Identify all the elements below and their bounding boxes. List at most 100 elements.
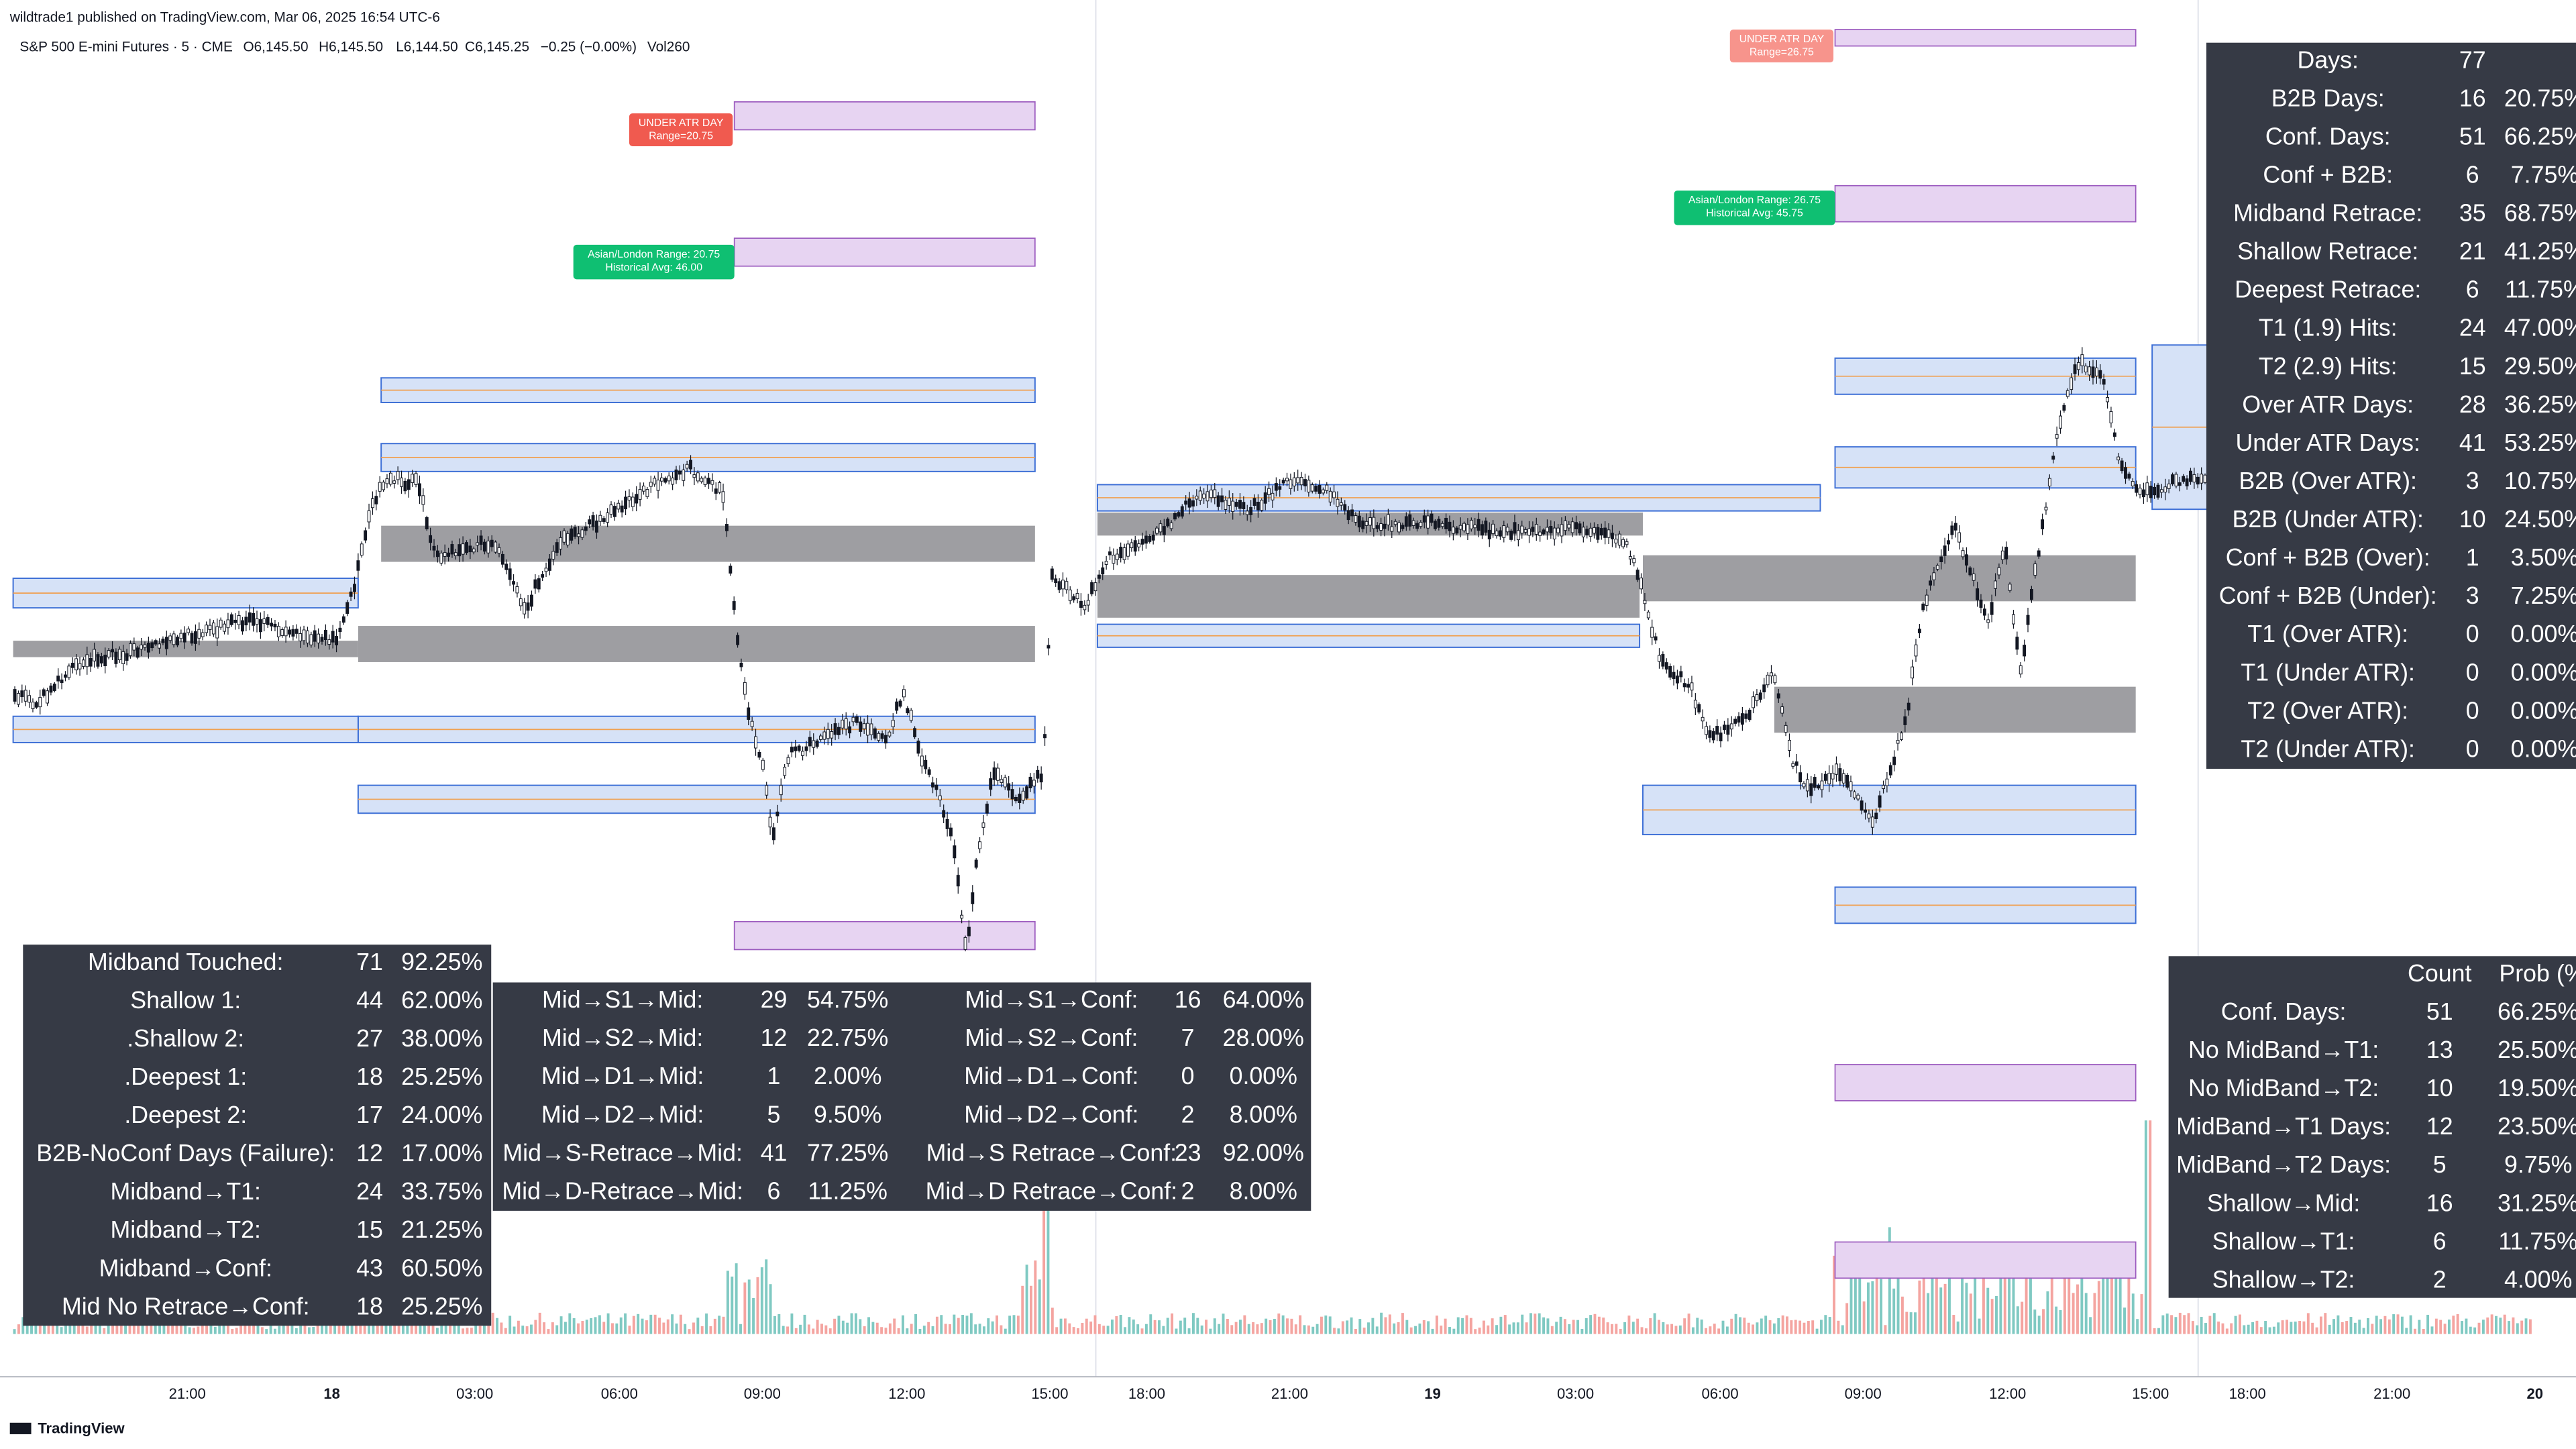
table-cell: 28 [2459, 391, 2486, 418]
table-cell: Under ATR Days: [2235, 429, 2420, 456]
volume-bar [1696, 1318, 1699, 1334]
volume-bar [1132, 1320, 1135, 1334]
annotation-text: Historical Avg: 45.75 [1706, 208, 1803, 219]
volume-bar [935, 1316, 938, 1334]
volume-bar [1461, 1318, 1464, 1334]
table-cell: 68.75% [2504, 200, 2576, 227]
candle-body [1968, 567, 1972, 576]
volume-bar [1503, 1315, 1507, 1334]
candle-body [1766, 674, 1770, 686]
volume-bar [2259, 1327, 2263, 1334]
candle-body [1523, 529, 1527, 533]
candle-body [627, 496, 631, 500]
volume-bar [1004, 1328, 1007, 1334]
table-cell: 24.00% [401, 1102, 482, 1128]
volume-bar [1961, 1268, 1964, 1334]
candle-body [588, 519, 592, 525]
candle-body [70, 662, 74, 668]
candle-body [1281, 480, 1285, 484]
candle-body [146, 643, 150, 653]
volume-bar [1658, 1320, 1660, 1334]
candle-body [1437, 519, 1441, 528]
volume-bar [2157, 1328, 2160, 1334]
candle-body [1469, 519, 1473, 529]
volume-bar [2136, 1319, 2139, 1334]
volume-bar [1858, 1276, 1862, 1334]
volume-bar [25, 1324, 29, 1334]
candle-body [1411, 520, 1415, 526]
volume-bar [2131, 1293, 2135, 1334]
volume-bar [897, 1328, 900, 1334]
candle-body [483, 541, 486, 552]
candle-body [168, 635, 172, 641]
candle-body [537, 578, 541, 590]
volume-bar [2084, 1293, 2088, 1334]
candle-body [873, 728, 877, 739]
candle-body [1682, 683, 1686, 688]
candle-body [1520, 525, 1524, 534]
volume-bar [1196, 1318, 1199, 1334]
volume-bar [1529, 1313, 1532, 1334]
candle-body [2055, 434, 2059, 439]
table-cell: 0.00% [2511, 697, 2576, 724]
volume-bar [260, 1327, 264, 1334]
volume-bar [1568, 1324, 1571, 1334]
candle-body [775, 811, 780, 816]
table-cell: Conf + B2B: [2263, 161, 2393, 188]
volume-bar [2003, 1260, 2006, 1334]
volume-bar [1265, 1318, 1268, 1334]
candle-body [341, 616, 345, 623]
candle-body [2102, 379, 2106, 385]
candle-body [1357, 515, 1361, 528]
volume-bar [2243, 1325, 2246, 1334]
volume-bar [2118, 1256, 2122, 1334]
target-box [733, 237, 1036, 267]
candle-body [1953, 523, 1957, 531]
candle-body [453, 552, 458, 556]
annotation-text: UNDER ATR DAY [639, 117, 724, 129]
volume-bar [2490, 1314, 2493, 1334]
candle-body [765, 785, 769, 796]
candle-body [1169, 522, 1173, 529]
volume-bar [1884, 1325, 1887, 1334]
volume-bar [2042, 1309, 2045, 1334]
candle-body [1036, 769, 1040, 779]
candle-body [1867, 813, 1871, 818]
volume-bar [833, 1318, 837, 1334]
volume-bar [269, 1318, 272, 1334]
candle-body [1585, 529, 1589, 535]
volume-bar [1474, 1329, 1477, 1334]
volume-bar [213, 1326, 217, 1334]
candle-body [703, 478, 707, 485]
candle-body [674, 469, 678, 480]
volume-bar [760, 1267, 763, 1334]
volume-bar [2089, 1317, 2092, 1334]
candle-body [418, 483, 421, 496]
volume-bar [1226, 1318, 1229, 1334]
candle-body [642, 486, 645, 492]
volume-bar [726, 1271, 729, 1334]
candle-body [219, 619, 223, 628]
candle-body [23, 690, 28, 702]
volume-bar [231, 1328, 234, 1334]
candle-body [190, 633, 194, 644]
candle-body [1549, 526, 1553, 533]
candle-body [1505, 527, 1509, 533]
candle-body [1220, 495, 1224, 502]
volume-bar [773, 1316, 776, 1334]
volume-bar [2332, 1319, 2335, 1334]
candle-body [2203, 474, 2207, 483]
candle-body [1950, 525, 1954, 535]
candle-body [2023, 645, 2027, 657]
volume-bar [1905, 1311, 1909, 1334]
volume-bar [2434, 1318, 2438, 1334]
volume-bar [684, 1324, 687, 1334]
candle-body [1274, 483, 1278, 491]
table-cell: 6 [767, 1177, 781, 1204]
candle-body [1614, 539, 1618, 543]
volume-bar [619, 1317, 623, 1334]
table-cell: B2B (Over ATR): [2239, 468, 2417, 494]
volume-bar [525, 1326, 529, 1334]
table-cell: 0 [2466, 621, 2479, 647]
